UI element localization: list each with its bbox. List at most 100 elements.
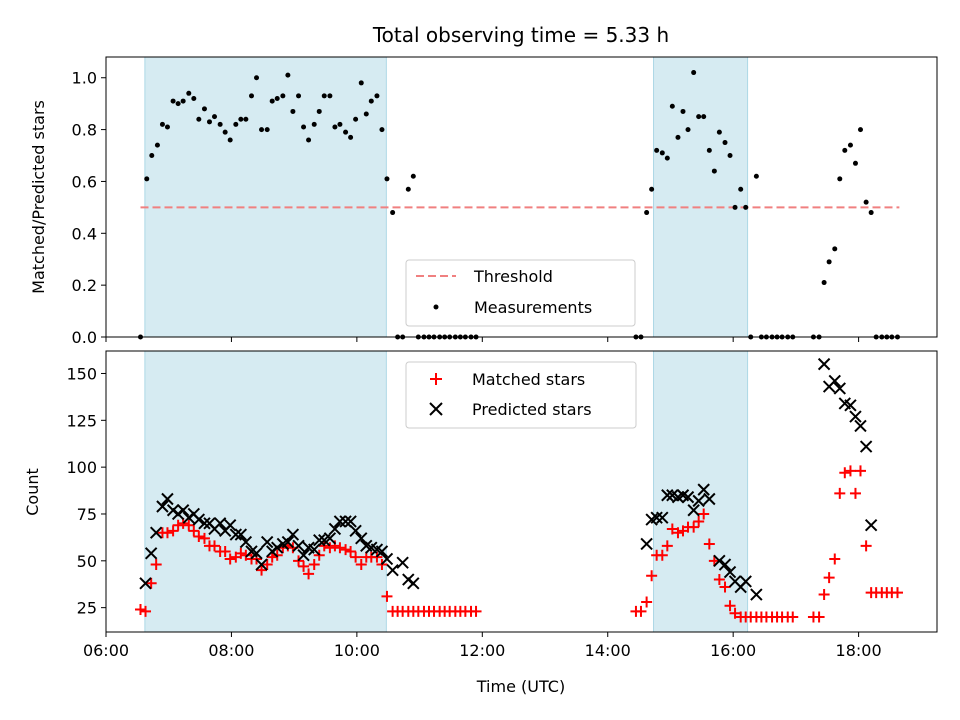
measurement-point bbox=[379, 127, 385, 133]
measurement-point bbox=[311, 121, 317, 127]
measurement-point bbox=[649, 186, 655, 192]
x-tick-label: 06:00 bbox=[83, 641, 129, 660]
measurement-point bbox=[696, 114, 702, 120]
measurement-point bbox=[405, 186, 411, 192]
measurement-point bbox=[384, 176, 390, 182]
measurement-point bbox=[201, 106, 207, 112]
measurement-point bbox=[659, 150, 665, 156]
predicted-star-point bbox=[271, 541, 284, 554]
matched-star-point bbox=[698, 508, 710, 520]
predicted-star-point bbox=[739, 575, 752, 588]
matched-star-point bbox=[355, 559, 367, 571]
matched-star-point bbox=[724, 600, 736, 612]
predicted-star-point bbox=[750, 588, 763, 601]
measurement-point bbox=[826, 259, 832, 265]
measurement-point bbox=[348, 134, 354, 140]
matched-star-point bbox=[334, 542, 346, 554]
measurement-point bbox=[290, 108, 296, 114]
measurement-point bbox=[227, 137, 233, 143]
predicted-star-point bbox=[833, 382, 846, 395]
matched-star-point bbox=[635, 605, 647, 617]
measurement-point bbox=[154, 142, 160, 148]
matched-star-point bbox=[188, 525, 200, 537]
matched-star-point bbox=[167, 525, 179, 537]
matched-star-point bbox=[641, 596, 653, 608]
bottom-y-tick-label: 125 bbox=[66, 411, 97, 430]
top-y-tick-label: 0.4 bbox=[72, 224, 97, 243]
measurement-point bbox=[374, 93, 380, 99]
predicted-star-point bbox=[156, 500, 169, 513]
top-plot-frame bbox=[105, 56, 938, 338]
predicted-star-point bbox=[692, 494, 705, 508]
predicted-star-point bbox=[386, 563, 399, 577]
predicted-star-point bbox=[713, 554, 726, 568]
predicted-star-point bbox=[297, 548, 310, 562]
bottom-y-axis-label: Count bbox=[23, 468, 42, 516]
predicted-star-point bbox=[292, 539, 305, 553]
matched-star-point bbox=[693, 515, 705, 527]
measurement-point bbox=[343, 129, 349, 135]
measurement-point bbox=[249, 93, 255, 99]
observing-interval-shade bbox=[653, 56, 749, 338]
predicted-star-point bbox=[859, 440, 873, 453]
matched-star-point bbox=[140, 605, 152, 617]
bottom-legend: Matched stars Predicted stars bbox=[405, 361, 637, 429]
matched-star-point bbox=[891, 587, 903, 599]
matched-star-point bbox=[161, 527, 173, 539]
matched-star-point bbox=[860, 540, 872, 552]
top-y-tick-label: 0.8 bbox=[72, 121, 97, 140]
predicted-star-point bbox=[339, 515, 352, 528]
measurement-point bbox=[743, 204, 749, 210]
predicted-star-point bbox=[234, 528, 248, 541]
bottom-panel: 25 50 75 100 125 150 06:00 08:00 10:00 12:00 14:0… bbox=[23, 350, 938, 696]
measurement-point bbox=[332, 124, 338, 130]
matched-star-point bbox=[729, 607, 741, 619]
predicted-star-point bbox=[239, 535, 253, 549]
matched-star-point bbox=[688, 521, 700, 533]
matched-star-point bbox=[324, 542, 336, 554]
bottom-plot-frame bbox=[105, 350, 938, 633]
bottom-y-tick-label: 25 bbox=[77, 599, 97, 618]
predicted-star-point bbox=[260, 535, 274, 549]
measurement-point bbox=[149, 153, 155, 159]
chart-title: Total observing time = 5.33 h bbox=[372, 23, 669, 47]
predicted-star-point bbox=[323, 532, 337, 545]
predicted-star-point bbox=[656, 511, 669, 524]
predicted-star-point bbox=[139, 577, 152, 590]
measurement-point bbox=[847, 142, 853, 148]
measurement-point bbox=[327, 93, 333, 99]
observing-interval-shade bbox=[144, 350, 387, 633]
matched-star-point bbox=[672, 527, 684, 539]
predicted-star-point bbox=[333, 515, 347, 528]
measurement-point bbox=[170, 98, 176, 104]
measurement-point bbox=[738, 186, 744, 192]
legend-matched-label: Matched stars bbox=[472, 370, 585, 389]
measurement-point bbox=[306, 137, 312, 143]
predicted-star-point bbox=[864, 519, 878, 532]
measurement-point bbox=[259, 127, 265, 133]
predicted-star-point bbox=[308, 543, 321, 556]
bottom-y-tick-label: 100 bbox=[66, 458, 97, 477]
matched-star-point bbox=[193, 530, 205, 542]
matched-star-point bbox=[829, 553, 841, 565]
measurement-point bbox=[368, 98, 374, 104]
measurement-point bbox=[159, 121, 165, 127]
measurement-point bbox=[316, 108, 322, 114]
legend-measurements-swatch bbox=[433, 304, 439, 310]
measurement-point bbox=[852, 160, 858, 166]
predicted-star-point bbox=[149, 526, 163, 539]
predicted-star-point bbox=[407, 577, 420, 590]
matched-star-point bbox=[834, 487, 846, 499]
measurement-point bbox=[164, 124, 170, 130]
matched-star-point bbox=[719, 581, 731, 593]
measurement-point bbox=[243, 116, 249, 122]
measurement-point bbox=[144, 176, 150, 182]
x-tick-label: 18:00 bbox=[836, 641, 882, 660]
measurement-point bbox=[186, 90, 192, 96]
matched-star-point bbox=[219, 545, 231, 557]
measurement-point bbox=[254, 75, 260, 81]
measurement-point bbox=[296, 93, 302, 99]
predicted-star-point bbox=[213, 517, 227, 530]
top-y-tick-label: 0.6 bbox=[72, 172, 97, 191]
matched-star-point bbox=[666, 523, 678, 535]
